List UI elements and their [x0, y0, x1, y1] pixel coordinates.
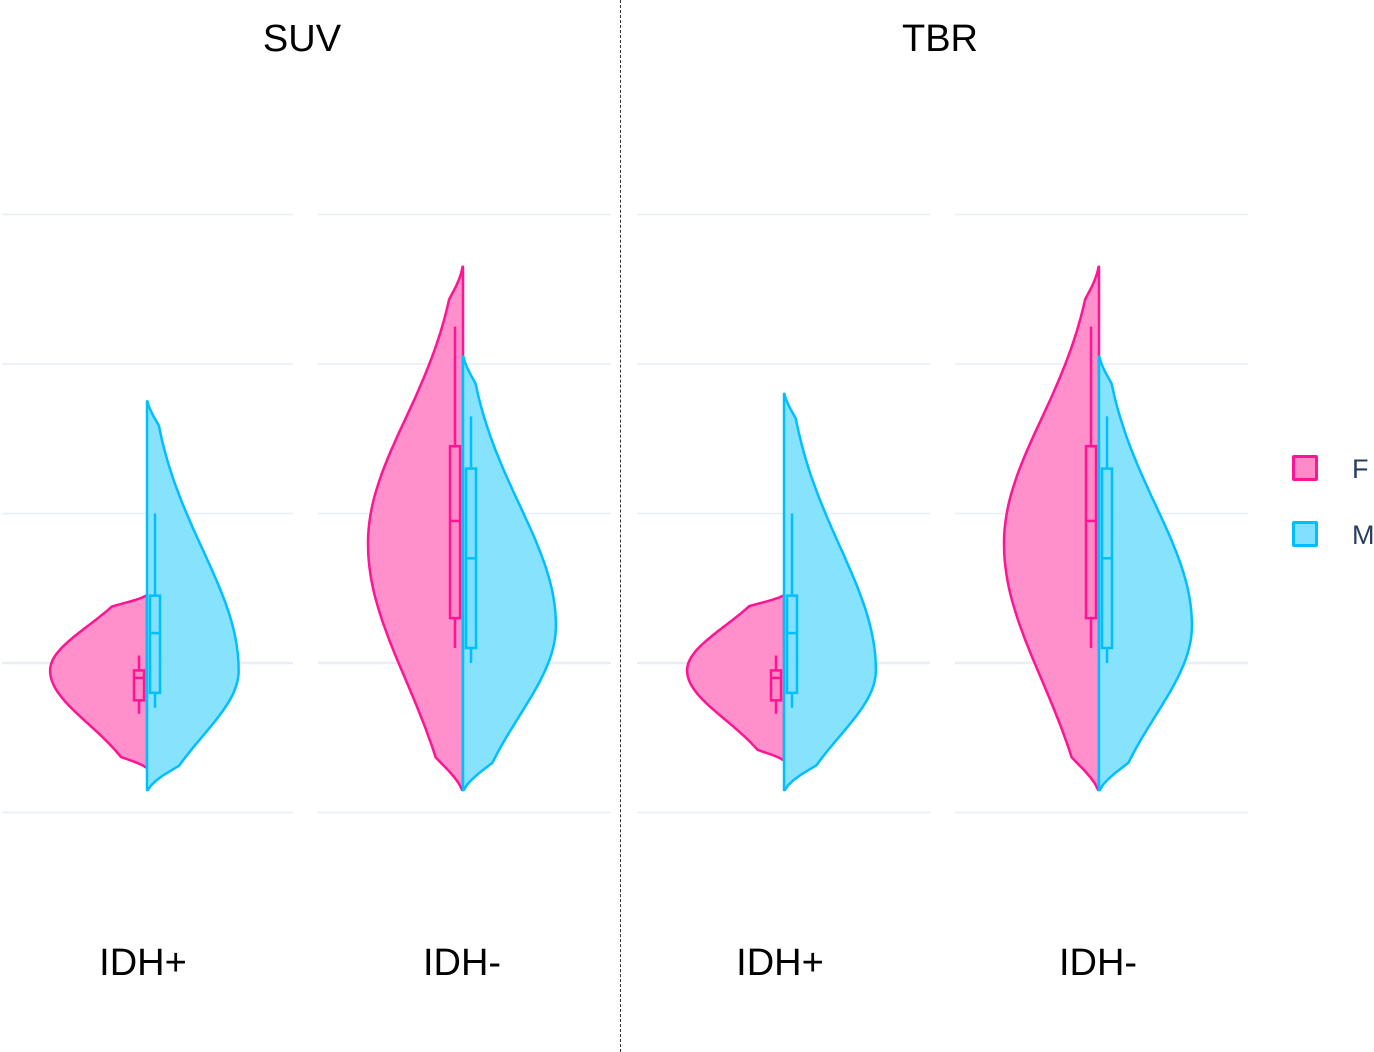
box-0-0-m	[148, 594, 162, 695]
panel-title-tbr: TBR	[902, 18, 978, 60]
category-label-tbr-idh-pos: IDH+	[736, 942, 824, 984]
legend-swatch-m	[1292, 521, 1318, 547]
box-0-1-f	[448, 444, 462, 620]
violin-tbr-idhneg-f	[1002, 265, 1101, 792]
box-1-1-f	[1084, 444, 1098, 620]
legend-swatch-f	[1292, 455, 1318, 481]
violin-suv-idhpos-m	[145, 400, 240, 792]
box-1-0-m	[785, 594, 799, 695]
violin-tbr-idhpos-m	[782, 392, 878, 792]
legend-item-m[interactable]: M	[1290, 518, 1374, 552]
box-0-0-f	[132, 669, 146, 702]
violin-suv-idhneg-f	[366, 265, 465, 792]
category-label-tbr-idh-neg: IDH-	[1058, 942, 1138, 984]
panel-divider	[620, 0, 621, 1052]
panel-title-suv: SUV	[262, 18, 342, 60]
category-label-suv-idh-neg: IDH-	[422, 942, 502, 984]
box-1-0-f	[769, 669, 783, 702]
violin-tbr-idhneg-m	[1097, 355, 1194, 792]
violin-suv-idhpos-f	[48, 594, 149, 769]
category-label-suv-idh-pos: IDH+	[99, 942, 187, 984]
violin-tbr-idhpos-f	[685, 594, 786, 762]
legend-label-m: M	[1352, 520, 1374, 550]
legend-item-f[interactable]: F	[1290, 452, 1374, 486]
violin-suv-idhneg-m	[461, 355, 558, 792]
legend-label-f: F	[1352, 454, 1369, 484]
